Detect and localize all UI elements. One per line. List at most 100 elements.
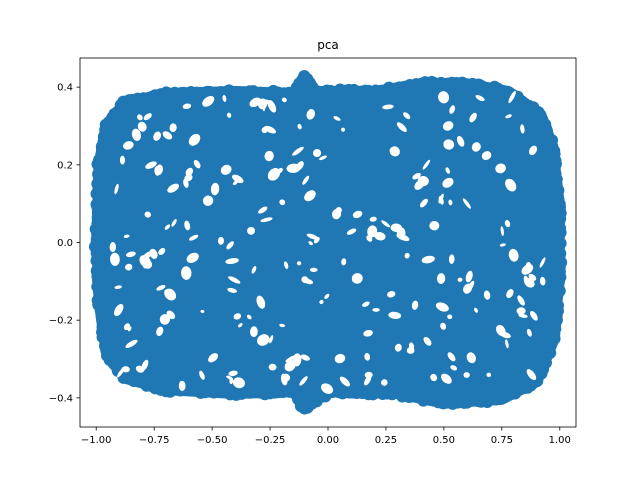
scatter-gap [466, 280, 475, 293]
scatter-gap [319, 299, 324, 305]
scatter-gap [279, 199, 286, 206]
scatter-gap [166, 310, 176, 320]
scatter-gap [423, 336, 432, 346]
scatter-gap [518, 313, 528, 318]
scatter-gap [438, 91, 450, 104]
scatter-gap [247, 226, 256, 235]
scatter-gap [304, 190, 316, 202]
scatter-gap [457, 277, 463, 282]
scatter-gap [238, 323, 243, 328]
scatter-gap [474, 307, 478, 313]
scatter-gap [285, 355, 296, 363]
scatter-gap [504, 220, 511, 228]
scatter-gap [184, 174, 193, 182]
scatter-gap [143, 113, 152, 121]
scatter-gap [352, 210, 363, 219]
scatter-gap [435, 302, 449, 312]
scatter-gap [463, 372, 470, 378]
scatter-gap [450, 365, 458, 371]
scatter-gap [324, 293, 330, 300]
scatter-gap [284, 360, 296, 372]
scatter-gap [505, 339, 509, 349]
scatter-gap [447, 314, 453, 320]
scatter-gap [530, 310, 538, 321]
scatter-gap [225, 258, 239, 265]
scatter-gap [258, 206, 268, 214]
scatter-gap [257, 98, 268, 110]
x-tick-label: 0.75 [491, 435, 513, 446]
scatter-gap [447, 352, 456, 362]
scatter-gap [436, 273, 446, 284]
x-tick-label: −0.75 [139, 435, 170, 446]
scatter-gap [526, 369, 537, 381]
scatter-gap [119, 155, 125, 165]
scatter-gap [158, 247, 166, 255]
scatter-gap [443, 139, 455, 150]
scatter-gap [422, 159, 431, 170]
scatter-gap [440, 373, 452, 384]
scatter-gap [260, 217, 273, 223]
scatter-gap [268, 363, 277, 371]
scatter-gap [486, 372, 492, 378]
scatter-gap [188, 133, 201, 146]
scatter-gap [178, 380, 186, 392]
scatter-gap [227, 287, 238, 293]
scatter-gap [516, 307, 526, 315]
x-tick-label: −1.00 [81, 435, 112, 446]
scatter-gap [257, 334, 270, 346]
scatter-gap [153, 131, 162, 141]
scatter-gap [217, 236, 224, 245]
scatter-gap [331, 208, 342, 220]
scatter-gap [210, 182, 220, 196]
scatter-gap [390, 223, 403, 233]
scatter-gap [226, 241, 234, 250]
scatter-gap [123, 234, 130, 238]
scatter-gap [394, 343, 402, 352]
scatter-gap [411, 300, 419, 310]
scatter-gap [462, 198, 471, 209]
scatter-gap [387, 291, 396, 298]
scatter-gap [264, 150, 274, 162]
scatter-gap [419, 198, 428, 208]
scatter-gap [167, 183, 180, 193]
scatter-gap [110, 252, 120, 266]
scatter-gap [164, 224, 171, 230]
scatter-gap [442, 177, 454, 188]
scatter-gap [301, 276, 309, 284]
scatter-gap [126, 251, 136, 258]
scatter-gap [351, 273, 363, 284]
scatter-gap [341, 258, 347, 266]
scatter-gap [122, 141, 134, 150]
scatter-gap [319, 155, 327, 161]
scatter-gap [539, 276, 546, 286]
scatter-gap [232, 377, 245, 389]
scatter-gap [526, 328, 532, 337]
scatter-gap [312, 148, 322, 158]
scatter-gap [306, 233, 319, 240]
scatter-gap [222, 94, 227, 102]
scatter-gap [372, 307, 380, 312]
scatter-gap [193, 159, 201, 169]
scatter-gap [466, 352, 476, 364]
scatter-gap [181, 266, 192, 280]
scatter-gap [528, 273, 537, 281]
scatter-gap [346, 228, 357, 235]
scatter-gap [184, 220, 191, 231]
scatter-gap [114, 285, 122, 289]
scatter-gap [499, 243, 506, 247]
scatter-gap [448, 254, 455, 264]
scatter-gap [381, 379, 388, 386]
scatter-gap [182, 103, 192, 110]
scatter-gap [233, 313, 242, 320]
scatter-gap [251, 266, 257, 274]
scatter-gap [202, 195, 214, 206]
scatter-gap [281, 97, 287, 103]
scatter-gap [220, 164, 232, 175]
scatter-gap [139, 255, 151, 268]
y-tick-label: −0.4 [49, 393, 73, 404]
scatter-gap [200, 309, 205, 314]
scatter-gap [226, 112, 232, 118]
scatter-gap [475, 95, 485, 102]
scatter-gap [404, 252, 410, 259]
